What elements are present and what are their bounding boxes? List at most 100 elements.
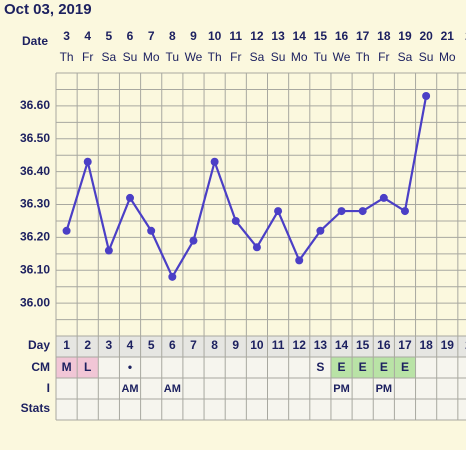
- i-value: AM: [164, 383, 181, 395]
- weekday-label: Fr: [82, 50, 93, 64]
- temperature-point: [274, 207, 283, 216]
- temperature-point: [358, 207, 367, 216]
- temperature-point: [337, 207, 346, 216]
- temperature-point: [83, 157, 92, 166]
- weekday-label: Th: [208, 50, 222, 64]
- temperature-point: [62, 226, 71, 235]
- weekday-label: Mo: [143, 50, 160, 64]
- day-number: 15: [356, 338, 370, 352]
- date-label: 19: [398, 29, 412, 43]
- day-number: 17: [398, 338, 412, 352]
- weekday-label: Tu: [314, 50, 328, 64]
- weekday-label: Fr: [378, 50, 389, 64]
- cm-value: E: [380, 360, 388, 374]
- date-label: 6: [127, 29, 134, 43]
- y-tick-label: 36.60: [20, 98, 50, 112]
- day-number: 18: [419, 338, 433, 352]
- date-label: 9: [190, 29, 197, 43]
- cm-value: S: [316, 360, 324, 374]
- y-tick-label: 36.30: [20, 197, 50, 211]
- temperature-point: [210, 157, 219, 166]
- temperature-point: [231, 216, 240, 225]
- temperature-point: [422, 92, 431, 101]
- y-tick-label: 36.20: [20, 230, 50, 244]
- day-number: 8: [211, 338, 218, 352]
- cm-cell: [394, 357, 416, 378]
- weekday-label: Sa: [250, 50, 265, 64]
- date-label: 14: [293, 29, 307, 43]
- weekday-label: Su: [419, 50, 434, 64]
- cm-cell: [352, 357, 374, 378]
- weekday-label: We: [185, 50, 203, 64]
- cm-value: M: [62, 360, 72, 374]
- y-tick-label: 36.00: [20, 295, 50, 309]
- i-value: AM: [121, 383, 138, 395]
- temperature-point: [316, 226, 325, 235]
- weekday-label: Su: [123, 50, 138, 64]
- day-number: 13: [314, 338, 328, 352]
- day-number: 6: [169, 338, 176, 352]
- weekday-label: Sa: [102, 50, 117, 64]
- temperature-point: [168, 272, 177, 281]
- day-row: [56, 336, 466, 357]
- temperature-point: [147, 226, 156, 235]
- day-number: 2: [84, 338, 91, 352]
- day-number: 1: [63, 338, 70, 352]
- date-label: 8: [169, 29, 176, 43]
- cm-value: L: [84, 360, 91, 374]
- cm-cell: [373, 357, 395, 378]
- day-number: 16: [377, 338, 391, 352]
- day-number: 3: [106, 338, 113, 352]
- cm-value: E: [359, 360, 367, 374]
- cm-cell: [330, 357, 353, 378]
- date-label: 21: [441, 29, 455, 43]
- row-label: CM: [31, 360, 50, 374]
- day-number: 11: [272, 338, 285, 352]
- day-number: 19: [441, 338, 455, 352]
- y-tick-label: 36.40: [20, 164, 50, 178]
- date-label: 16: [335, 29, 349, 43]
- date-label: 13: [271, 29, 285, 43]
- title: Oct 03, 2019: [4, 1, 92, 18]
- weekday-label: Su: [271, 50, 286, 64]
- temperature-point: [400, 207, 409, 216]
- temperature-line: [65, 95, 428, 280]
- weekday-label: Mo: [291, 50, 308, 64]
- day-number: 14: [335, 338, 349, 352]
- i-value: PM: [333, 383, 350, 395]
- day-number: 7: [190, 338, 197, 352]
- date-label: 11: [229, 29, 242, 43]
- date-label: 7: [148, 29, 155, 43]
- weekday-label: Fr: [230, 50, 241, 64]
- day-number: 10: [250, 338, 264, 352]
- date-label: 18: [377, 29, 391, 43]
- date-label: 20: [419, 29, 433, 43]
- weekday-label: Sa: [398, 50, 413, 64]
- temperature-point: [189, 236, 198, 245]
- temperature-point: [126, 193, 135, 202]
- row-label: I: [47, 381, 50, 395]
- weekday-label: Tu: [166, 50, 180, 64]
- date-label: 17: [356, 29, 370, 43]
- temperature-point: [295, 256, 304, 265]
- weekday-label: Mo: [439, 50, 456, 64]
- day-number: 4: [127, 338, 134, 352]
- temperature-point: [252, 243, 261, 252]
- weekday-label: Th: [60, 50, 74, 64]
- date-label: 15: [314, 29, 328, 43]
- y-tick-label: 36.10: [20, 262, 50, 276]
- temperature-point: [379, 193, 388, 202]
- cm-value: •: [128, 360, 132, 374]
- cm-cell: [77, 357, 99, 378]
- weekday-label: We: [333, 50, 351, 64]
- temperature-point: [104, 246, 113, 255]
- date-label: 3: [63, 29, 70, 43]
- y-tick-label: 36.50: [20, 131, 50, 145]
- cm-value: E: [401, 360, 409, 374]
- day-number: 12: [293, 338, 307, 352]
- date-label: 4: [84, 29, 91, 43]
- cm-value: E: [338, 360, 346, 374]
- day-number: 9: [232, 338, 239, 352]
- day-number: 5: [148, 338, 155, 352]
- date-label: 5: [106, 29, 113, 43]
